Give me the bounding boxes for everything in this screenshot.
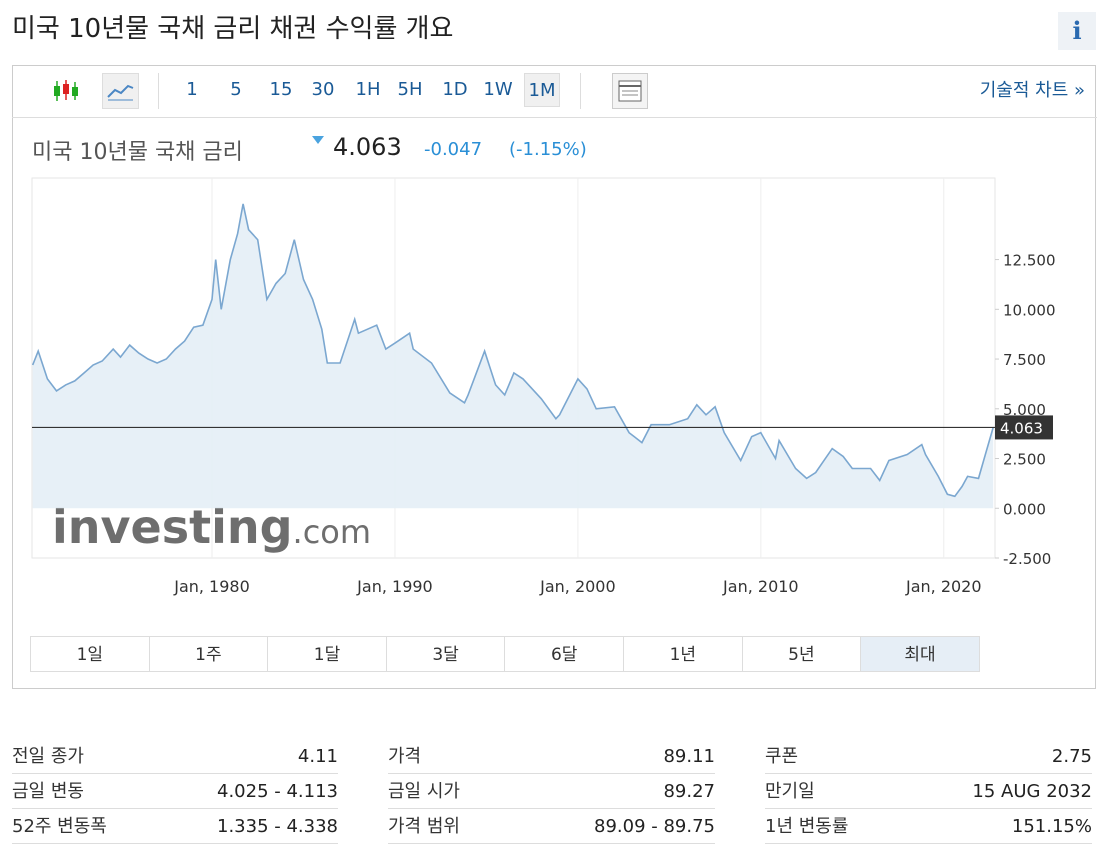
stat-row: 쿠폰 2.75 <box>765 740 1092 774</box>
quote-change: -0.047 <box>424 139 483 160</box>
stat-value: 4.11 <box>297 746 338 767</box>
info-button[interactable]: i <box>1058 12 1096 50</box>
x-tick-label: Jan, 1990 <box>356 577 433 596</box>
toolbar-divider <box>12 117 1097 118</box>
stat-row: 만기일 15 AUG 2032 <box>765 775 1092 809</box>
period-button[interactable]: 최대 <box>860 636 980 672</box>
down-arrow <box>312 136 324 144</box>
line <box>31 203 994 498</box>
stat-row: 금일 변동 4.025 - 4.113 <box>12 775 338 809</box>
stat-value: 1.335 - 4.338 <box>217 816 338 837</box>
candlestick-button[interactable] <box>52 78 80 104</box>
stat-value: 89.27 <box>663 781 715 802</box>
line-chart-button[interactable] <box>102 73 139 109</box>
quote-change-percent: (-1.15%) <box>509 139 587 160</box>
chart-panel <box>12 65 1096 689</box>
stat-row: 가격 범위 89.09 - 89.75 <box>388 810 715 844</box>
stat-value: 151.15% <box>1011 816 1092 837</box>
quote-name: 미국 10년물 국채 금리 <box>32 140 243 165</box>
stat-label: 52주 변동폭 <box>12 816 107 837</box>
interval-button[interactable]: 15 <box>269 79 293 100</box>
stat-label: 만기일 <box>765 781 815 802</box>
stat-value: 15 AUG 2032 <box>972 781 1092 802</box>
stat-row: 전일 종가 4.11 <box>12 740 338 774</box>
interval-button[interactable]: 1M <box>524 73 560 107</box>
watermark-suffix: .com <box>293 513 372 551</box>
stat-label: 가격 <box>388 746 422 767</box>
x-tick-label: Jan, 1980 <box>173 577 250 596</box>
table-button[interactable] <box>612 73 648 109</box>
stat-label: 가격 범위 <box>388 816 460 837</box>
stat-value: 4.025 - 4.113 <box>217 781 338 802</box>
stat-value: 2.75 <box>1051 746 1092 767</box>
period-button[interactable]: 1일 <box>30 636 150 672</box>
period-button[interactable]: 6달 <box>504 636 624 672</box>
stat-label: 쿠폰 <box>765 746 799 767</box>
interval-button[interactable]: 5H <box>397 79 423 100</box>
watermark: investing.com <box>52 500 371 554</box>
y-tick-label: 7.500 <box>1003 351 1046 369</box>
x-tick-label: Jan, 2000 <box>539 577 616 596</box>
page-title: 미국 10년물 국채 금리 채권 수익률 개요 <box>12 14 454 44</box>
last-value-tag <box>995 415 1053 440</box>
interval-button[interactable]: 30 <box>311 79 335 100</box>
stat-label: 금일 변동 <box>12 781 84 802</box>
interval-button[interactable]: 1W <box>483 79 513 100</box>
y-tick-label: 5.000 <box>1003 401 1046 419</box>
stat-row: 금일 시가 89.27 <box>388 775 715 809</box>
stat-label: 금일 시가 <box>388 781 460 802</box>
stat-value: 89.11 <box>663 746 715 767</box>
technical-chart-link[interactable]: 기술적 차트 » <box>979 80 1085 101</box>
stat-row: 1년 변동률 151.15% <box>765 810 1092 844</box>
period-button[interactable]: 1달 <box>267 636 387 672</box>
last-value-label: 4.063 <box>1000 419 1043 437</box>
stat-label: 전일 종가 <box>12 746 84 767</box>
interval-button[interactable]: 1 <box>186 79 198 100</box>
interval-button[interactable]: 1H <box>355 79 381 100</box>
watermark-brand: investing <box>52 500 293 554</box>
y-tick-label: 0.000 <box>1003 500 1046 518</box>
area <box>32 203 994 509</box>
chart: Jan, 1980 Jan, 1990 Jan, 2000 Jan, 2010 Jan,… <box>31 177 1056 596</box>
stat-label: 1년 변동률 <box>765 816 849 837</box>
period-button[interactable]: 3달 <box>385 636 506 672</box>
toolbar-separator <box>158 73 159 109</box>
quote-price: 4.063 <box>333 133 402 161</box>
x-tick-label: Jan, 2020 <box>905 577 982 596</box>
period-button[interactable]: 1년 <box>623 636 743 672</box>
stat-row: 52주 변동폭 1.335 - 4.338 <box>12 810 338 844</box>
y-tick-label: 10.000 <box>1003 301 1056 319</box>
stat-row: 가격 89.11 <box>388 740 715 774</box>
interval-button[interactable]: 5 <box>230 79 242 100</box>
x-tick-label: Jan, 2010 <box>722 577 799 596</box>
y-tick-label: -2.500 <box>1003 550 1051 568</box>
interval-button[interactable]: 1D <box>442 79 468 100</box>
y-tick-label: 2.500 <box>1003 451 1046 469</box>
period-button[interactable]: 1주 <box>148 636 269 672</box>
period-button[interactable]: 5년 <box>741 636 862 672</box>
y-tick-label: 12.500 <box>1003 252 1056 270</box>
toolbar-separator <box>580 73 581 109</box>
stat-value: 89.09 - 89.75 <box>594 816 715 837</box>
